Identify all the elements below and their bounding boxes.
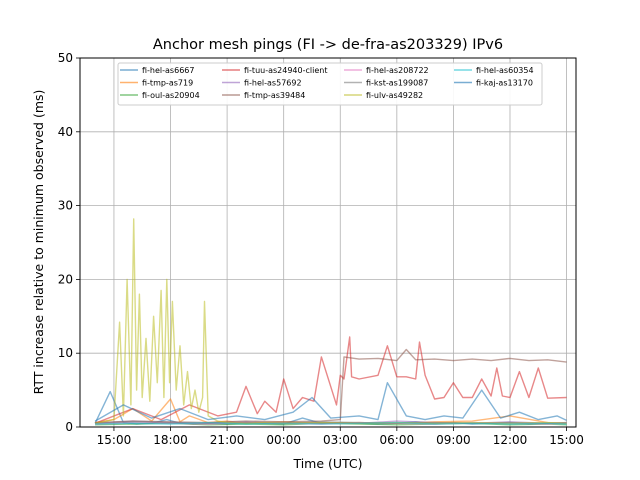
legend-entry-label: fi-tuu-as24940-client [244, 66, 327, 75]
series-line [95, 348, 567, 424]
y-tick-label: 40 [58, 125, 73, 139]
x-tick-label: 18:00 [153, 433, 188, 447]
x-tick-label: 09:00 [436, 433, 471, 447]
series-line [94, 218, 567, 424]
chart-title: Anchor mesh pings (FI -> de-fra-as203329… [153, 37, 503, 53]
y-tick-label: 50 [58, 51, 73, 65]
x-tick-label: 15:00 [549, 433, 584, 447]
legend-entry-label: fi-kaj-as13170 [476, 79, 533, 88]
x-tick-label: 15:00 [97, 433, 132, 447]
plot-frame [79, 57, 577, 428]
x-tick-label: 03:00 [323, 433, 358, 447]
series-line [95, 421, 567, 425]
y-axis-label: RTT increase relative to minimum observe… [31, 90, 46, 395]
legend-entry-label: fi-hel-as57692 [244, 79, 302, 88]
legend-entry-label: fi-ulv-as49282 [366, 91, 423, 100]
x-axis-label: Time (UTC) [292, 456, 362, 471]
y-tick-label: 10 [58, 346, 73, 360]
x-tick-label: 21:00 [210, 433, 245, 447]
legend-entry-label: fi-hel-as60354 [476, 66, 534, 75]
x-tick-label: 00:00 [266, 433, 301, 447]
legend: fi-hel-as6667 fi-tmp-as719 fi-oul-as20904 f… [117, 62, 543, 106]
axis-ticks: 15:00 18:00 21:00 00:00 03:00 06:00 09:00 12:00… [58, 51, 584, 447]
legend-entry-label: fi-hel-as208722 [366, 66, 429, 75]
legend-entry-label: fi-tmp-as719 [142, 79, 193, 88]
legend-entry-label: fi-hel-as6667 [142, 66, 194, 75]
legend-entry-label: fi-tmp-as39484 [244, 91, 305, 100]
y-tick-label: 30 [58, 199, 73, 213]
x-tick-label: 06:00 [380, 433, 415, 447]
series-line [94, 336, 567, 424]
series-group [94, 218, 567, 426]
y-tick-label: 20 [58, 272, 73, 286]
legend-entry-label: fi-kst-as199087 [366, 79, 428, 88]
legend-entry-label: fi-oul-as20904 [142, 91, 200, 100]
series-line [94, 382, 567, 422]
y-tick-label: 0 [65, 420, 73, 434]
x-tick-label: 12:00 [493, 433, 528, 447]
